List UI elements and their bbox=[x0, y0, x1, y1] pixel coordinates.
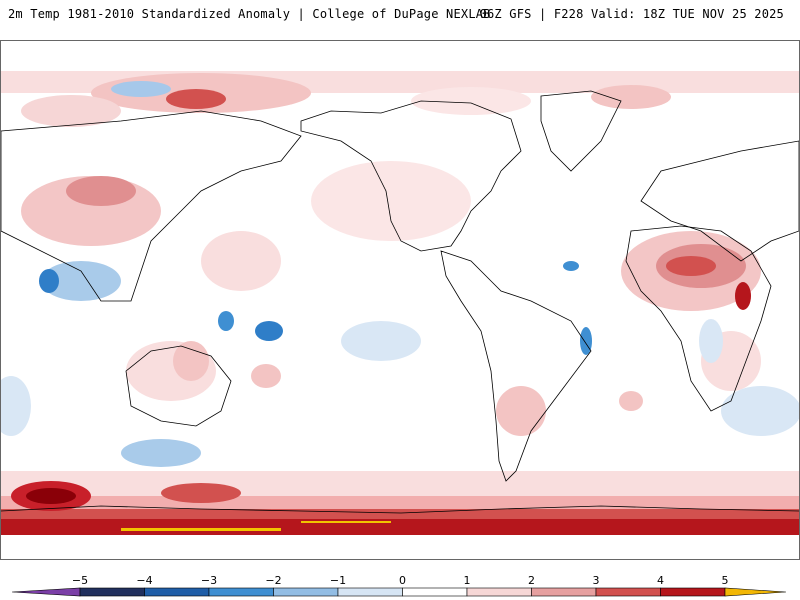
run-info: 06Z GFS | F228 Valid: 18Z TUE NOV 25 202… bbox=[479, 7, 784, 21]
colorbar-segment bbox=[660, 587, 726, 597]
colorbar-tick-label: −5 bbox=[72, 574, 88, 587]
colorbar-tick-label: 3 bbox=[593, 574, 600, 587]
colorbar-segment bbox=[208, 587, 274, 597]
map-title: 2m Temp 1981-2010 Standardized Anomaly |… bbox=[8, 7, 491, 21]
colorbar-legend: −5 −4 −3 −2 −1 0 1 2 3 4 5 bbox=[0, 566, 800, 600]
colorbar-tick-label: 1 bbox=[464, 574, 471, 587]
colorbar-segment bbox=[531, 587, 597, 597]
colorbar-segment bbox=[595, 587, 661, 597]
colorbar-segment bbox=[337, 587, 403, 597]
colorbar-tick-label: 5 bbox=[722, 574, 729, 587]
colorbar-right-arrow bbox=[724, 587, 787, 597]
header: 2m Temp 1981-2010 Standardized Anomaly |… bbox=[0, 0, 800, 30]
colorbar-left-arrow bbox=[11, 587, 81, 597]
colorbar-tick-label: −2 bbox=[265, 574, 281, 587]
colorbar-tick-label: −4 bbox=[136, 574, 152, 587]
coastlines bbox=[1, 90, 799, 514]
colorbar-tick-label: 4 bbox=[657, 574, 664, 587]
anomaly-map bbox=[0, 40, 800, 560]
colorbar-tick-label: −1 bbox=[330, 574, 346, 587]
colorbar-segment bbox=[273, 587, 339, 597]
colorbar-segment bbox=[402, 587, 468, 597]
anomaly-shading bbox=[1, 71, 799, 535]
colorbar-segment bbox=[144, 587, 210, 597]
colorbar-tick-label: 0 bbox=[399, 574, 406, 587]
colorbar-segment bbox=[79, 587, 145, 597]
colorbar-tick-label: 2 bbox=[528, 574, 535, 587]
colorbar-segment bbox=[466, 587, 532, 597]
colorbar-tick-label: −3 bbox=[201, 574, 217, 587]
